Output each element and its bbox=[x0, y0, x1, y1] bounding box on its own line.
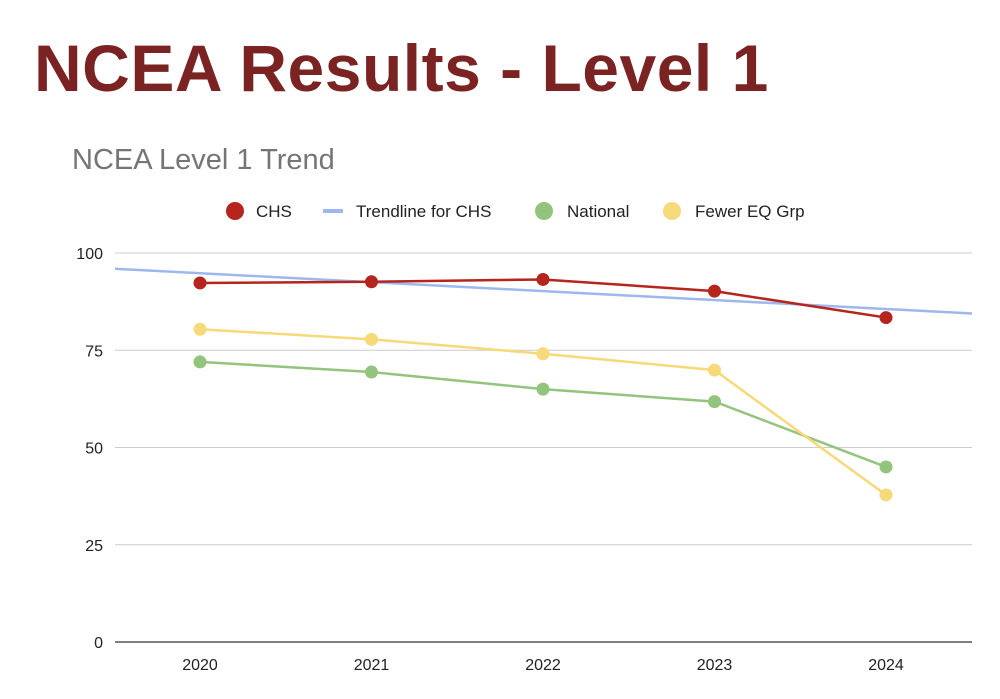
data-point bbox=[536, 382, 550, 396]
legend-label: CHS bbox=[256, 202, 292, 221]
legend: CHS Trendline for CHS National Fewer EQ Grp bbox=[226, 202, 805, 221]
data-point bbox=[365, 365, 378, 379]
x-tick-label: 2021 bbox=[354, 657, 390, 674]
series bbox=[114, 267, 973, 502]
x-axis-ticks: 2020 2021 2022 2023 2024 bbox=[182, 657, 904, 674]
legend-swatch bbox=[535, 202, 553, 220]
data-point bbox=[879, 488, 893, 502]
y-axis-ticks: 0 25 50 75 100 bbox=[76, 246, 103, 652]
data-point bbox=[708, 395, 721, 409]
x-tick-label: 2022 bbox=[525, 657, 561, 674]
legend-item: Fewer EQ Grp bbox=[663, 202, 805, 221]
legend-item: CHS bbox=[226, 202, 292, 221]
y-tick-label: 75 bbox=[85, 343, 103, 360]
y-tick-label: 0 bbox=[94, 635, 103, 652]
legend-swatch bbox=[323, 209, 343, 213]
x-tick-label: 2023 bbox=[697, 657, 733, 674]
x-tick-label: 2020 bbox=[182, 657, 218, 674]
series-fewer-eq-grp bbox=[193, 322, 893, 502]
grid-lines bbox=[115, 252, 972, 643]
data-point bbox=[708, 284, 721, 298]
data-point bbox=[879, 311, 893, 325]
data-point bbox=[879, 460, 893, 474]
legend-label: Trendline for CHS bbox=[356, 202, 491, 221]
data-point bbox=[365, 332, 378, 346]
legend-swatch bbox=[226, 202, 244, 220]
data-point bbox=[365, 275, 378, 289]
series-national bbox=[193, 355, 893, 474]
data-point bbox=[193, 322, 207, 336]
data-point bbox=[193, 276, 207, 290]
data-point bbox=[708, 363, 721, 377]
legend-swatch bbox=[663, 202, 681, 220]
data-point bbox=[193, 355, 207, 369]
series-trendline-for-chs bbox=[114, 267, 973, 315]
y-tick-label: 50 bbox=[85, 441, 103, 458]
legend-item: Trendline for CHS bbox=[323, 202, 491, 221]
y-tick-label: 100 bbox=[76, 246, 103, 263]
y-tick-label: 25 bbox=[85, 538, 103, 555]
series-line bbox=[199, 360, 887, 469]
data-point bbox=[536, 347, 550, 361]
slide-title: NCEA Results - Level 1 bbox=[34, 31, 769, 105]
chart-title: NCEA Level 1 Trend bbox=[72, 144, 335, 176]
data-point bbox=[536, 272, 550, 286]
legend-item: National bbox=[535, 202, 629, 221]
legend-label: National bbox=[567, 202, 629, 221]
trendline bbox=[114, 267, 973, 315]
series-chs bbox=[193, 272, 893, 325]
legend-label: Fewer EQ Grp bbox=[695, 202, 805, 221]
x-tick-label: 2024 bbox=[868, 657, 904, 674]
